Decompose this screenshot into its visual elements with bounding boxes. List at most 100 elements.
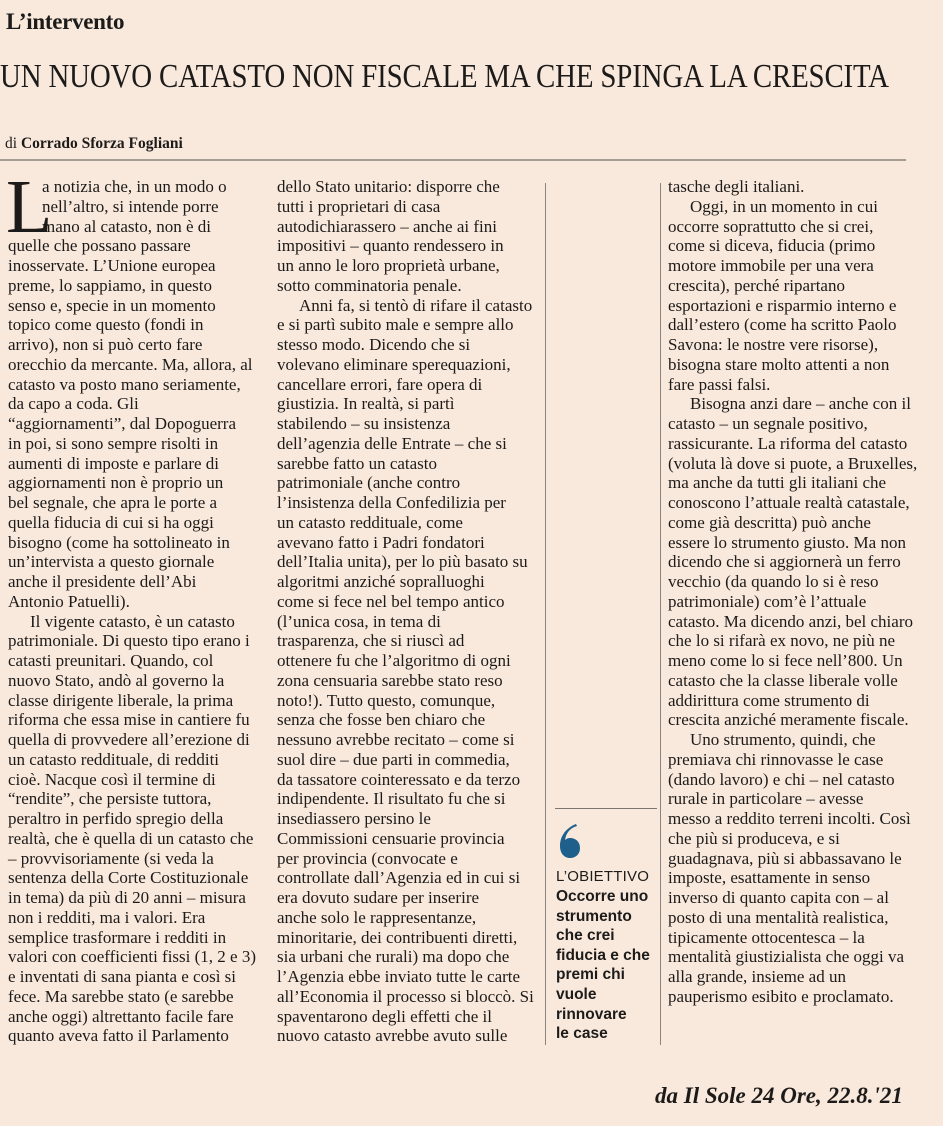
- text-line: imposte, esattamente in senso: [668, 868, 871, 888]
- text-line: minoritarie, dei contribuenti diretti,: [277, 927, 518, 947]
- text-line: noto!). Tutto questo, comunque,: [277, 690, 496, 710]
- text-line: patrimoniale (anche contro: [277, 473, 461, 493]
- text-line: mano al catasto, non è di: [42, 216, 212, 236]
- text-line: non i redditi, ma i valori. Era: [8, 907, 206, 927]
- text-line: bisogno (come ha sottolineato in: [8, 532, 230, 552]
- text-line: algoritmi anziché sopralluoghi: [277, 572, 485, 591]
- text-line: Savona: le nostre vere risorse),: [668, 335, 879, 354]
- text-line: aggiornamenti non è proprio un: [8, 473, 224, 493]
- byline: di Corrado Sforza Fogliani: [5, 135, 183, 153]
- text-line: nuovo catasto avrebbe avuto sulle: [277, 1026, 508, 1046]
- text-line: conoscono l’attuale realtà catastale,: [668, 493, 910, 512]
- text-line: e si partì subito male e sempre allo: [277, 315, 514, 335]
- text-line: nuovo Stato, andò al governo la: [8, 670, 225, 690]
- text-line: stabilendo – su insistenza: [277, 414, 451, 433]
- text-line: un catasto reddituale, come: [277, 512, 463, 532]
- sidebar-divider-right: [660, 183, 661, 1045]
- article-column-2: dello Stato unitario: disporre che tutti …: [277, 177, 537, 1046]
- text-line: meno come lo si fece nell’800. Un: [668, 651, 903, 670]
- author-name: Corrado Sforza Fogliani: [20, 135, 183, 152]
- text-line: tipicamente ottocentesca – la: [668, 927, 865, 947]
- text-line: dell’agenzia delle Entrate – che si: [277, 433, 507, 453]
- text-line: da tassatore cointeressato e da terzo: [277, 769, 521, 789]
- text-line: catasti preunitari. Quando, col: [8, 651, 214, 670]
- text-line: valori con coefficienti fissi (1, 2 e 3): [8, 947, 256, 967]
- text-line: ma anche da tutti gli italiani che: [668, 473, 887, 493]
- text-line: anche oggi) altrettanto facile fare: [8, 1006, 234, 1026]
- text-line: senza che fosse ben chiaro che: [277, 710, 486, 730]
- text-line: l’insistenza della Confedilizia per: [277, 493, 506, 512]
- text-line: che lo si rifarà ex novo, ne più ne: [668, 631, 896, 651]
- pull-quote-line: strumento: [556, 907, 632, 925]
- pull-quote-line: che crei: [556, 927, 615, 945]
- text-line: trasparenza, che si riuscì ad: [277, 631, 465, 651]
- text-line: dicendo che si aggiornerà un ferro: [668, 552, 901, 572]
- pull-quote-line: Occorre uno: [556, 888, 649, 905]
- pull-quote-line: vuole: [556, 985, 597, 1003]
- text-line: quella fiducia di cui si ha oggi: [8, 512, 214, 532]
- pull-quote-line: le case: [556, 1025, 608, 1043]
- text-line: quella di provvedere all’erezione di: [8, 730, 250, 749]
- text-line: sentenza della Corte Costituzionale: [8, 868, 249, 888]
- text-line: motore immobile per una vera: [668, 256, 874, 275]
- text-line: fece. Ma sarebbe stato (e sarebbe: [8, 986, 234, 1006]
- text-line: fare passi falsi.: [668, 374, 771, 394]
- text-line: cancellare errori, fare opera di: [277, 374, 483, 394]
- sidebar-pull-quote: Occorre uno strumento che crei fiducia e ch…: [556, 887, 650, 1044]
- text-line: a notizia che, in un modo o: [42, 177, 227, 196]
- text-line: catasto – un segnale positivo,: [668, 414, 868, 433]
- text-line: stesso modo. Dicendo che si: [277, 335, 471, 354]
- text-line: spaventarono degli effetti che il: [277, 1006, 492, 1026]
- text-line: cioè. Nacque così il termine di: [8, 769, 216, 789]
- article-headline: UN NUOVO CATASTO NON FISCALE MA CHE SPIN…: [0, 58, 889, 95]
- text-line: volevano eliminare sperequazioni,: [277, 354, 511, 374]
- text-line: anche il presidente dell’Abi: [8, 572, 197, 591]
- text-line: avevano fatto i Padri fondatori: [277, 532, 485, 552]
- text-line: “rendite”, che persiste tuttora,: [8, 789, 212, 809]
- text-line: peraltro in perfido spregio della: [8, 809, 224, 828]
- text-line: quelle che possano passare: [8, 236, 191, 256]
- text-line: nessuno avrebbe recitato – come si: [277, 730, 515, 749]
- text-line: in poi, si sono sempre risolti in: [8, 433, 219, 453]
- text-line: autodichiarassero – anche ai fini: [277, 216, 497, 236]
- text-line: dell’Italia unita), per lo più basato su: [277, 552, 528, 572]
- text-line: crescita), perché ripartano: [668, 275, 845, 295]
- text-line: bel segnale, che apra le porte a: [8, 493, 218, 512]
- text-line: premiava chi rinnovasse le case: [668, 749, 884, 769]
- text-line: sotto comminatoria penale.: [277, 275, 462, 295]
- text-line: e inventati di sana pianta e così si: [8, 967, 237, 986]
- text-line: topico come questo (fondi in: [8, 315, 204, 335]
- text-line: bisogna stare molto attenti a non: [668, 354, 890, 374]
- text-line: in tema) da più di 20 anni – misura: [8, 888, 246, 907]
- text-line: anche solo le rappresentanze,: [277, 907, 477, 927]
- pull-quote-line: rinnovare: [556, 1005, 627, 1023]
- text-line: sarebbe fatto un catasto: [277, 453, 438, 473]
- text-line: inverso di quanto capita con – al: [668, 888, 889, 907]
- text-line: zona censuaria sarebbe stato reso: [277, 670, 503, 690]
- text-line: rassicurante. La riforma del catasto: [668, 433, 908, 453]
- text-line: patrimoniale) com’è l’attuale: [668, 591, 867, 611]
- text-line: messo a reddito terreni incolti. Così: [668, 809, 911, 828]
- text-line: come si diceva, fiducia (primo: [668, 236, 876, 256]
- text-line: semplice trasformare i redditi in: [8, 927, 227, 947]
- text-line: (l’unica cosa, in tema di: [277, 611, 441, 631]
- text-line: sia urbani che rurali) ma dopo che: [277, 947, 510, 967]
- text-line: inosservate. L’Unione europea: [8, 256, 216, 275]
- text-line: ottenere fu che l’algoritmo di ogni: [277, 651, 511, 670]
- text-line: tutti i proprietari di casa: [277, 196, 441, 216]
- text-line: senso e, specie in un momento: [8, 295, 216, 315]
- text-line: come già descritta) può anche: [668, 512, 871, 532]
- text-line: occorre soprattutto che si crei,: [668, 216, 874, 236]
- text-line: crescita anziché meramente fiscale.: [668, 710, 909, 730]
- text-line: Commissioni censuarie provincia: [277, 828, 505, 848]
- text-line: che più si produceva, e si: [668, 828, 840, 848]
- text-line: classe dirigente liberale, la prima: [8, 690, 234, 710]
- text-line: Oggi, in un momento in cui: [690, 196, 878, 216]
- sidebar-label: L’OBIETTIVO: [556, 868, 650, 885]
- text-line: vecchio (da quando lo si è reso: [668, 572, 879, 591]
- text-line: come si fece nel bel tempo antico: [277, 591, 505, 611]
- text-line: rurale in particolare – avesse: [668, 789, 864, 809]
- article-column-3: tasche degli italiani. Oggi, in un moment…: [668, 177, 933, 1007]
- byline-prefix: di: [5, 135, 18, 152]
